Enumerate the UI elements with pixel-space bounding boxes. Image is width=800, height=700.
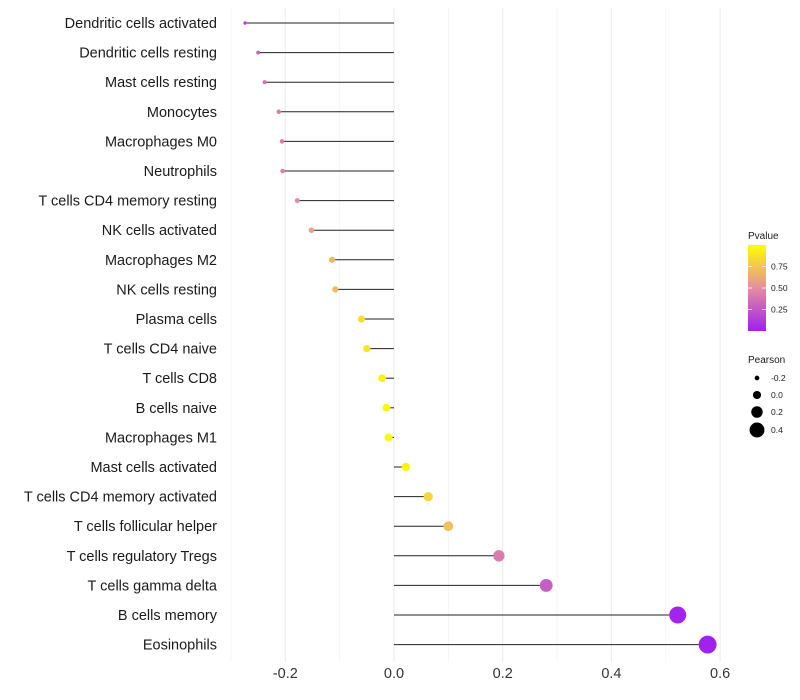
data-point: [493, 550, 505, 562]
data-point: [378, 374, 386, 383]
data-point: [243, 21, 247, 25]
x-tick-label: -0.2: [273, 666, 298, 682]
stems: [245, 22, 708, 646]
category-label: T cells CD4 memory activated: [24, 490, 217, 506]
legend-pearson: Pearson -0.2 0.0 0.2 0.4: [748, 355, 786, 438]
y-axis-labels: Dendritic cells activated Dendritic cells…: [24, 16, 218, 654]
category-label: B cells memory: [118, 608, 218, 624]
legend-pearson-title: Pearson: [748, 355, 785, 366]
data-point: [698, 635, 717, 654]
legend-pearson-dot: [754, 375, 760, 381]
data-point: [357, 315, 365, 323]
legend-pvalue-tick-label: 0.25: [771, 305, 788, 315]
data-point: [294, 198, 300, 204]
legend-pvalue-colorbar: [748, 245, 766, 331]
category-label: Mast cells activated: [90, 460, 217, 476]
data-point: [443, 521, 454, 532]
x-tick-label: 0.6: [710, 666, 730, 682]
data-point: [308, 227, 315, 233]
category-label: NK cells resting: [116, 282, 217, 298]
data-point: [401, 462, 411, 472]
category-label: Eosinophils: [143, 638, 217, 654]
data-point: [280, 168, 285, 174]
category-label: T cells CD8: [142, 371, 217, 387]
category-label: T cells regulatory Tregs: [67, 549, 217, 565]
legend-pearson-label: 0.4: [771, 425, 783, 435]
x-axis-ticks: -0.2 0.0 0.2 0.4 0.6: [273, 666, 730, 682]
data-point: [332, 286, 339, 293]
category-label: T cells follicular helper: [74, 519, 217, 535]
legend-pearson-dot: [752, 390, 762, 400]
category-label: Macrophages M1: [105, 430, 217, 446]
legend-pearson-label: 0.2: [771, 407, 783, 417]
category-label: Plasma cells: [136, 312, 217, 328]
legend-pearson-dot: [751, 406, 763, 418]
data-point: [262, 80, 267, 85]
legend-pearson-label: 0.0: [771, 390, 783, 400]
legend-pvalue-tick-label: 0.75: [771, 262, 788, 272]
category-label: Neutrophils: [144, 164, 217, 180]
x-tick-label: 0.4: [601, 666, 621, 682]
data-point: [423, 492, 433, 502]
grid: [230, 8, 721, 662]
legend-pvalue-tick-label: 0.50: [771, 283, 788, 293]
data-point: [363, 344, 371, 353]
data-point: [256, 50, 261, 55]
points: [243, 21, 717, 654]
legend-pearson-label: -0.2: [771, 373, 786, 383]
legend-pvalue-title: Pvalue: [748, 231, 779, 242]
category-label: B cells naive: [136, 401, 217, 417]
x-tick-label: 0.2: [493, 666, 513, 682]
category-label: Mast cells resting: [105, 75, 217, 91]
category-label: NK cells activated: [102, 223, 217, 239]
category-label: Macrophages M0: [105, 134, 217, 150]
category-label: T cells CD4 memory resting: [38, 194, 217, 210]
data-point: [382, 403, 391, 412]
category-label: Dendritic cells resting: [79, 46, 217, 62]
x-tick-label: 0.0: [384, 666, 404, 682]
legend-pvalue: Pvalue 0.25 0.50 0.75: [748, 231, 788, 331]
data-point: [384, 433, 393, 442]
category-label: Dendritic cells activated: [65, 16, 217, 32]
legend-pearson-dot: [749, 422, 765, 438]
data-point: [328, 256, 336, 263]
data-point: [669, 606, 687, 624]
data-point: [539, 578, 553, 592]
category-label: T cells gamma delta: [88, 578, 218, 594]
category-label: Monocytes: [147, 105, 217, 121]
category-label: Macrophages M2: [105, 253, 217, 269]
data-point: [276, 109, 282, 115]
category-label: T cells CD4 naive: [104, 342, 217, 358]
data-point: [279, 139, 285, 144]
